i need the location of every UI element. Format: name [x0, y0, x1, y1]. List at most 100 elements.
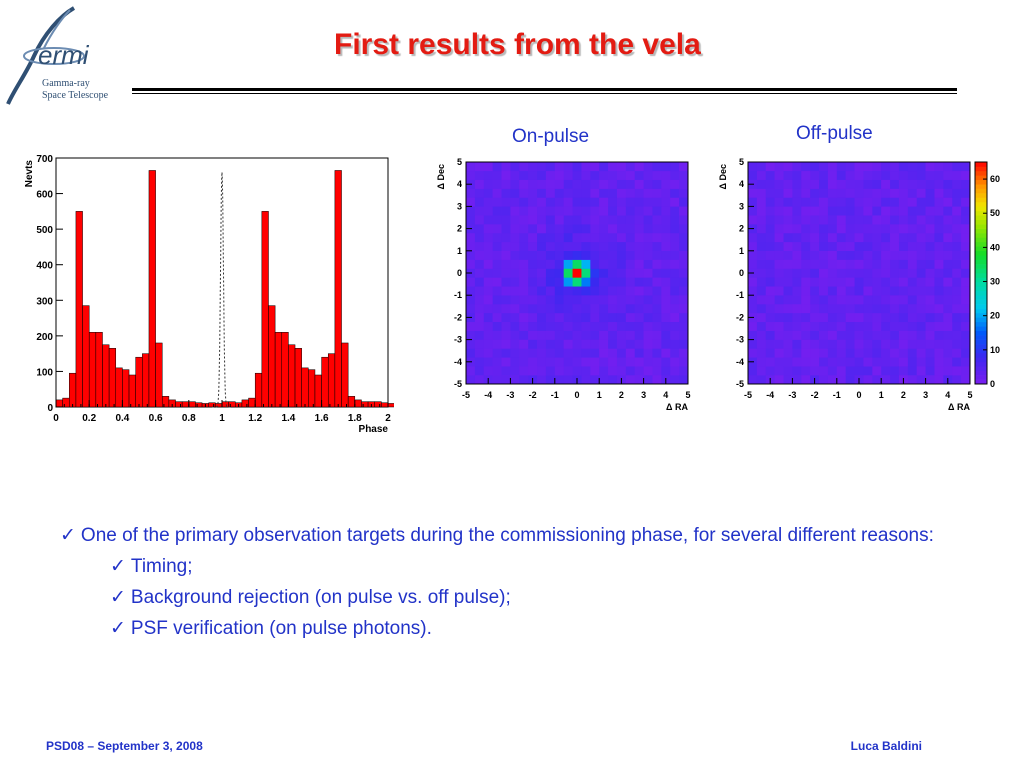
map-cell — [765, 304, 775, 314]
map-cell — [836, 357, 846, 367]
map-cell — [625, 224, 635, 234]
map-cell — [599, 304, 609, 314]
map-cell — [863, 179, 873, 189]
map-cell — [756, 259, 766, 269]
map-cell — [661, 162, 671, 172]
map-cell — [934, 215, 944, 225]
map-cell — [863, 250, 873, 260]
map-cell — [748, 170, 758, 180]
map-cell — [554, 268, 564, 278]
map-cell — [625, 241, 635, 251]
map-cell — [952, 215, 962, 225]
map-cell — [661, 215, 671, 225]
map-cell — [679, 170, 689, 180]
map-cell — [519, 348, 529, 358]
map-cell — [492, 188, 502, 198]
map-cell — [661, 321, 671, 331]
map-cell — [765, 197, 775, 207]
map-cell — [510, 339, 520, 349]
map-cell — [608, 348, 618, 358]
map-cell — [907, 206, 917, 216]
map-cell — [563, 375, 573, 385]
map-cell — [765, 179, 775, 189]
map-cell — [925, 268, 935, 278]
map-cell — [810, 224, 820, 234]
colorbar-segment — [975, 348, 987, 354]
map-cell — [474, 206, 484, 216]
map-cell — [545, 179, 555, 189]
map-cell — [961, 233, 971, 243]
map-cell — [501, 206, 511, 216]
map-cell — [845, 197, 855, 207]
map-cell — [501, 268, 511, 278]
map-cell — [643, 375, 653, 385]
map-cell — [907, 215, 917, 225]
map-cell — [916, 286, 926, 296]
map-cell — [934, 241, 944, 251]
map-cell — [774, 286, 784, 296]
map-cell — [643, 179, 653, 189]
map-cell — [625, 197, 635, 207]
x-tick-label: 0 — [856, 390, 861, 400]
bullet-main: ✓ One of the primary observation targets … — [60, 522, 960, 550]
map-cell — [943, 179, 953, 189]
y-tick-label: 0 — [47, 403, 53, 414]
map-cell — [608, 286, 618, 296]
map-cell — [756, 312, 766, 323]
map-cell — [563, 304, 573, 314]
map-cell — [616, 170, 627, 180]
map-cell — [625, 206, 635, 216]
map-cell — [652, 348, 662, 358]
map-cell — [519, 357, 529, 367]
map-cell — [854, 366, 864, 376]
map-cell — [492, 268, 502, 278]
colorbar-segment — [975, 175, 987, 181]
map-cell — [572, 339, 582, 349]
map-cell — [537, 339, 547, 349]
map-cell — [907, 295, 917, 305]
map-cell — [925, 197, 935, 207]
map-cell — [916, 277, 926, 287]
map-cell — [599, 375, 609, 385]
map-cell — [819, 277, 829, 287]
map-cell — [827, 366, 837, 376]
colorbar-tick-label: 20 — [990, 311, 1000, 321]
map-cell — [881, 277, 891, 287]
map-cell — [634, 321, 644, 331]
map-cell — [792, 304, 802, 314]
map-cell — [801, 259, 811, 269]
map-cell — [537, 330, 547, 340]
onpulse-label: On-pulse — [512, 126, 590, 147]
map-cell — [845, 375, 855, 385]
map-cell — [898, 295, 909, 305]
x-tick-label: -4 — [484, 390, 492, 400]
logo-subtitle: Gamma-ray Space Telescope — [42, 78, 108, 102]
map-cell — [916, 366, 926, 376]
map-cell — [679, 268, 689, 278]
map-cell — [748, 259, 758, 269]
histogram-bar — [361, 401, 369, 408]
map-cell — [474, 312, 484, 323]
map-cell — [748, 304, 758, 314]
y-tick-label: -3 — [736, 335, 744, 345]
map-cell — [474, 330, 484, 340]
map-cell — [537, 277, 547, 287]
map-cell — [492, 366, 502, 376]
map-cell — [501, 375, 511, 385]
map-cell — [925, 321, 935, 331]
map-cell — [483, 330, 493, 340]
map-cell — [679, 215, 689, 225]
map-cell — [783, 197, 793, 207]
map-cell — [890, 312, 900, 323]
map-cell — [783, 206, 793, 216]
map-cell — [466, 197, 476, 207]
map-cell — [545, 321, 555, 331]
map-cell — [661, 206, 671, 216]
y-axis-label: Δ Dec — [718, 164, 728, 189]
map-cell — [608, 339, 618, 349]
map-cell — [608, 259, 618, 269]
map-cell — [890, 197, 900, 207]
map-cell — [501, 277, 511, 287]
map-cell — [581, 259, 591, 269]
map-cell — [872, 366, 882, 376]
